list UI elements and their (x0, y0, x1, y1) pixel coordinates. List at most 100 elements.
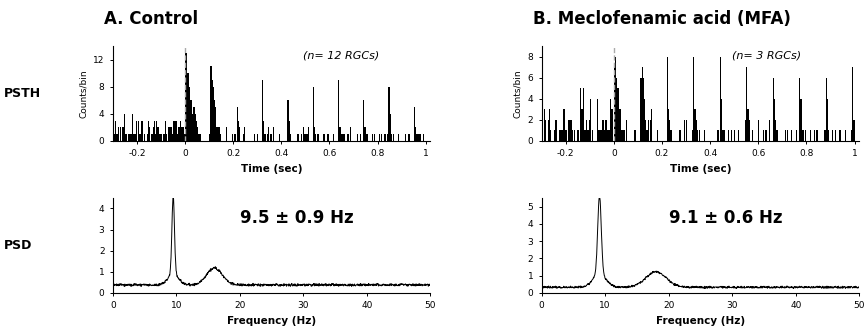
Bar (828, 130, 829, 141)
Bar (343, 134, 344, 141)
Bar (803, 130, 804, 141)
Bar (853, 120, 854, 141)
Bar (200, 134, 201, 141)
Bar (198, 134, 200, 141)
Bar (734, 130, 735, 141)
Bar (244, 127, 245, 141)
Bar (306, 134, 308, 141)
Bar (163, 134, 165, 141)
Bar (616, 78, 617, 141)
Bar (604, 130, 606, 141)
Bar (172, 134, 173, 141)
Bar (611, 109, 613, 141)
Bar (827, 99, 828, 141)
Bar (174, 121, 175, 141)
Bar (574, 130, 575, 141)
Bar (409, 134, 410, 141)
Bar (312, 87, 313, 141)
Bar (141, 121, 143, 141)
Text: B. Meclofenamic acid (MFA): B. Meclofenamic acid (MFA) (533, 10, 791, 28)
Bar (585, 130, 586, 141)
Bar (128, 134, 129, 141)
Text: 9.5 ± 0.9 Hz: 9.5 ± 0.9 Hz (240, 209, 353, 227)
Bar (775, 120, 776, 141)
Bar (686, 120, 687, 141)
Bar (196, 121, 197, 141)
Bar (391, 134, 392, 141)
Bar (328, 134, 330, 141)
Bar (340, 127, 341, 141)
Bar (838, 130, 840, 141)
Bar (769, 120, 770, 141)
Bar (408, 134, 409, 141)
Bar (387, 134, 388, 141)
Bar (619, 109, 620, 141)
Bar (181, 127, 182, 141)
Bar (341, 134, 343, 141)
Bar (219, 127, 220, 141)
Bar (135, 121, 137, 141)
Bar (149, 127, 150, 141)
Bar (679, 130, 680, 141)
Bar (159, 134, 160, 141)
Bar (161, 134, 162, 141)
Bar (148, 121, 149, 141)
Bar (333, 134, 334, 141)
Bar (419, 134, 421, 141)
Text: PSD: PSD (4, 239, 33, 252)
Bar (810, 130, 812, 141)
Bar (621, 130, 622, 141)
Bar (747, 109, 748, 141)
Bar (813, 130, 815, 141)
Bar (800, 99, 801, 141)
Bar (617, 88, 619, 141)
Bar (194, 114, 196, 141)
Bar (620, 109, 621, 141)
Bar (234, 134, 235, 141)
Bar (237, 107, 238, 141)
Bar (178, 127, 179, 141)
Bar (212, 80, 213, 141)
Bar (191, 100, 192, 141)
Bar (173, 121, 174, 141)
Bar (138, 121, 139, 141)
Bar (586, 120, 588, 141)
Bar (218, 127, 219, 141)
Bar (684, 120, 685, 141)
Bar (192, 114, 194, 141)
Bar (609, 130, 610, 141)
Bar (563, 109, 564, 141)
Bar (116, 134, 118, 141)
Bar (697, 130, 698, 141)
Bar (318, 134, 319, 141)
Bar (645, 120, 647, 141)
Bar (600, 130, 601, 141)
Y-axis label: Counts/bin: Counts/bin (513, 69, 522, 118)
Bar (555, 120, 556, 141)
Bar (214, 100, 215, 141)
Bar (357, 134, 358, 141)
Bar (550, 130, 551, 141)
Bar (597, 99, 598, 141)
Bar (266, 134, 268, 141)
Bar (561, 130, 562, 141)
Bar (564, 130, 566, 141)
Bar (572, 130, 573, 141)
Bar (721, 99, 722, 141)
Bar (273, 127, 274, 141)
Bar (626, 120, 627, 141)
Bar (774, 99, 775, 141)
Bar (115, 121, 116, 141)
Bar (776, 130, 778, 141)
Bar (220, 134, 221, 141)
Bar (549, 109, 550, 141)
Bar (580, 88, 582, 141)
Bar (132, 114, 134, 141)
Bar (155, 134, 156, 141)
Bar (415, 127, 416, 141)
Bar (139, 134, 141, 141)
Bar (745, 120, 746, 141)
Bar (717, 130, 719, 141)
Bar (134, 134, 135, 141)
Bar (615, 57, 616, 141)
